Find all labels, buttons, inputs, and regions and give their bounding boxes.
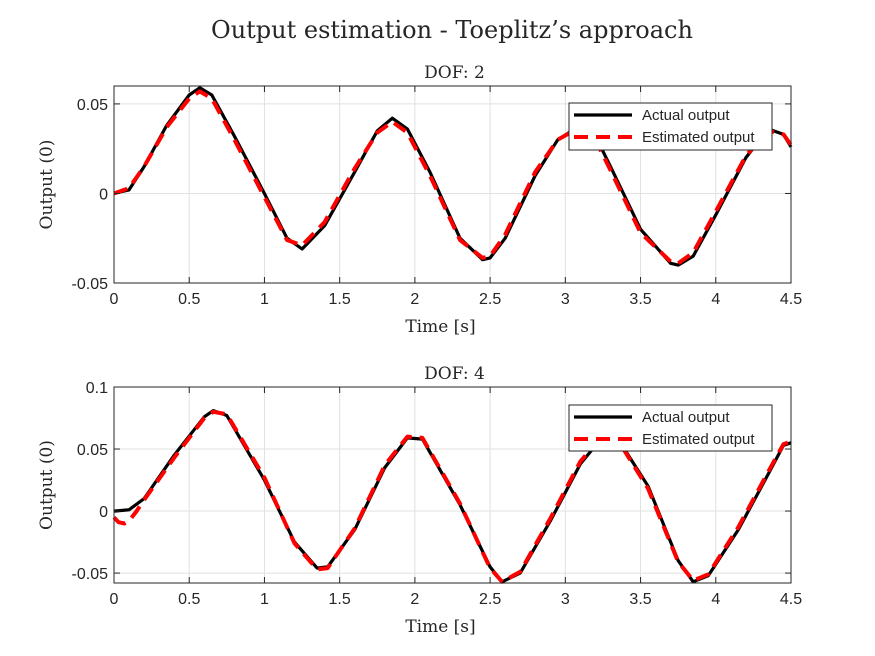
x-tick-label: 3 [561, 591, 570, 608]
y-axis-label: Output (0) [37, 140, 57, 230]
legend-box [568, 102, 773, 151]
legend-label: Estimated output [642, 129, 755, 146]
axes-box [113, 85, 792, 284]
legend-label: Actual output [642, 409, 730, 426]
y-tick-label: -0.05 [72, 566, 109, 583]
x-tick-label: 2.5 [479, 291, 501, 308]
x-tick-label: 0.5 [178, 591, 200, 608]
x-tick-label: 4.5 [780, 291, 802, 308]
series-group [113, 86, 793, 267]
subplot-title: DOF: 4 [424, 364, 485, 384]
x-tick-label: 1 [260, 291, 269, 308]
x-axis-label: Time [s] [405, 617, 475, 637]
y-tick-label: 0.05 [77, 442, 108, 459]
y-tick-label: 0.1 [86, 380, 108, 397]
figure-title: Output estimation - Toeplitz’s approach [211, 16, 693, 44]
y-tick-label: -0.05 [72, 276, 109, 293]
legend: Actual output Estimated output [568, 404, 773, 452]
series-line-estimated [113, 89, 793, 266]
x-tick-label: 3.5 [629, 591, 651, 608]
y-tick-label: 0 [99, 186, 108, 203]
x-tick-label: 1.5 [329, 591, 351, 608]
y-tick-label: 0 [99, 504, 108, 521]
x-tick-label: 3 [561, 291, 570, 308]
legend-label: Estimated output [642, 431, 755, 448]
x-tick-label: 2 [410, 291, 419, 308]
x-tick-label: 3.5 [629, 291, 651, 308]
x-tick-label: 2.5 [479, 591, 501, 608]
axes-box [113, 386, 792, 584]
x-tick-label: 0 [110, 591, 119, 608]
x-tick-label: 0 [110, 291, 119, 308]
legend-box [568, 404, 773, 452]
x-tick-label: 4.5 [780, 591, 802, 608]
x-tick-label: 2 [410, 591, 419, 608]
legend: Actual output Estimated output [568, 102, 773, 151]
y-axis-label: Output (0) [37, 440, 57, 530]
x-tick-label: 1 [260, 591, 269, 608]
x-axis-label: Time [s] [405, 317, 475, 337]
x-tick-label: 0.5 [178, 291, 200, 308]
series-group [112, 409, 792, 584]
y-tick-label: 0.05 [77, 97, 108, 114]
subplot-title: DOF: 2 [424, 63, 485, 83]
x-tick-label: 4 [711, 291, 720, 308]
series-line-estimated [112, 409, 792, 584]
x-tick-label: 1.5 [329, 291, 351, 308]
legend-label: Actual output [642, 107, 730, 124]
x-tick-label: 4 [711, 591, 720, 608]
